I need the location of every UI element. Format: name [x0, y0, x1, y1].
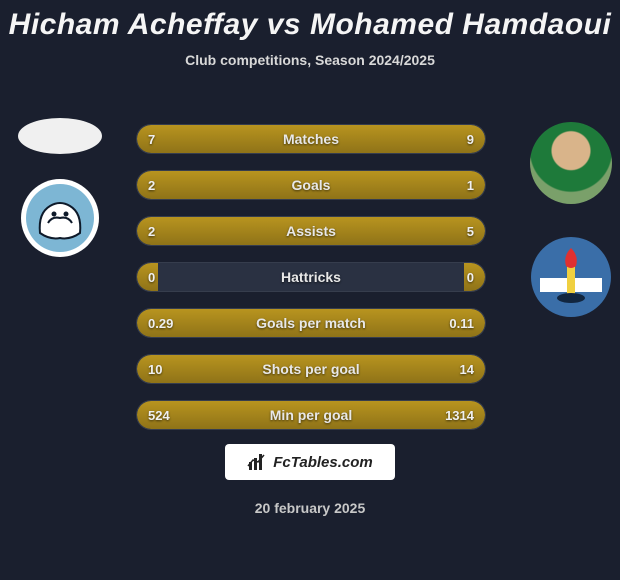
stat-bar-bg — [136, 262, 486, 292]
stat-value-left: 2 — [148, 170, 155, 200]
stat-bar-right-fill — [290, 125, 485, 153]
stat-value-right: 14 — [460, 354, 474, 384]
stat-bar-bg — [136, 170, 486, 200]
stat-value-left: 524 — [148, 400, 170, 430]
player-right-avatar — [530, 122, 612, 204]
stat-row: Hattricks00 — [136, 262, 486, 292]
stat-bar-right-fill — [283, 355, 485, 383]
stat-value-right: 0.11 — [449, 308, 474, 338]
club-right-crest — [530, 236, 612, 318]
branding-badge: FcTables.com — [225, 444, 395, 480]
stat-row: Goals per match0.290.11 — [136, 308, 486, 338]
stat-value-right: 0 — [467, 262, 474, 292]
stat-bar-left-fill — [137, 125, 290, 153]
branding-chart-icon — [247, 452, 267, 472]
stat-value-left: 10 — [148, 354, 162, 384]
stat-bar-bg — [136, 354, 486, 384]
stat-value-right: 5 — [467, 216, 474, 246]
stat-bar-left-fill — [137, 171, 370, 199]
player-left-avatar — [18, 118, 102, 154]
stat-value-right: 9 — [467, 124, 474, 154]
stat-bar-bg — [136, 308, 486, 338]
page-subtitle: Club competitions, Season 2024/2025 — [0, 52, 620, 68]
stat-row: Shots per goal1014 — [136, 354, 486, 384]
stat-bars-container: Matches79Goals21Assists25Hattricks00Goal… — [136, 124, 486, 446]
stat-row: Goals21 — [136, 170, 486, 200]
branding-text: FcTables.com — [273, 454, 372, 471]
stat-bar-right-fill — [238, 217, 485, 245]
stat-value-left: 2 — [148, 216, 155, 246]
stat-value-left: 7 — [148, 124, 155, 154]
stat-row: Min per goal5241314 — [136, 400, 486, 430]
stat-bar-left-fill — [137, 309, 391, 337]
stat-bar-bg — [136, 216, 486, 246]
club-left-crest — [20, 178, 100, 258]
stat-value-left: 0 — [148, 262, 155, 292]
stat-value-right: 1314 — [445, 400, 474, 430]
date-label: 20 february 2025 — [0, 500, 620, 516]
page-title: Hicham Acheffay vs Mohamed Hamdaoui — [0, 0, 620, 42]
stat-bar-bg — [136, 400, 486, 430]
stat-value-left: 0.29 — [148, 308, 173, 338]
stat-row: Matches79 — [136, 124, 486, 154]
stat-bar-bg — [136, 124, 486, 154]
stat-row: Assists25 — [136, 216, 486, 246]
stat-value-right: 1 — [467, 170, 474, 200]
